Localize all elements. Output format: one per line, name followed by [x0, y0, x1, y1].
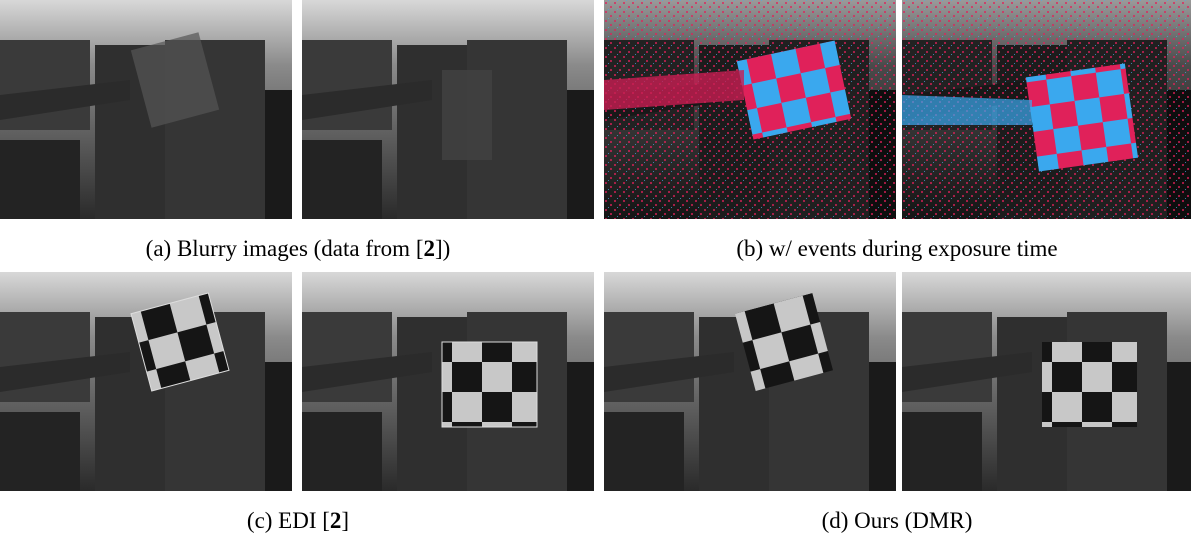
image-b2 [902, 0, 1191, 219]
figure: (a) Blurry images (data from [2]) (b) w/… [0, 0, 1191, 539]
caption: (d) Ours (DMR) [822, 508, 973, 533]
caption-text: (a) Blurry images (data from [ [146, 236, 424, 261]
caption-text: ]) [435, 236, 450, 261]
caption: (b) w/ events during exposure time [736, 236, 1057, 261]
caption: (a) Blurry images (data from [2]) [146, 236, 451, 261]
caption-ref: 2 [423, 236, 435, 261]
image-d1 [604, 272, 896, 491]
caption-text: ] [341, 508, 349, 533]
image-b1 [604, 0, 896, 219]
image-c2 [302, 272, 594, 491]
image-a1 [0, 0, 292, 219]
caption: (c) EDI [2] [247, 508, 349, 533]
image-c1 [0, 272, 292, 491]
caption-text: (c) EDI [ [247, 508, 330, 533]
image-d2 [902, 272, 1191, 491]
caption-ref: 2 [330, 508, 342, 533]
image-a2 [302, 0, 594, 219]
